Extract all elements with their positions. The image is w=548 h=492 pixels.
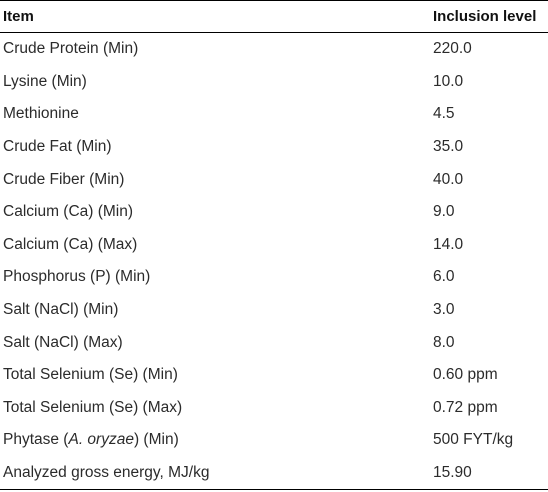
cell-item: Phosphorus (P) (Min) (3, 268, 151, 286)
cell-level: 0.72 ppm (433, 398, 498, 416)
header-item: Item (0, 0, 430, 33)
item-prefix: Phytase ( (3, 431, 69, 449)
cell-item: Total Selenium (Se) (Max) (3, 398, 183, 416)
table-row: Total Selenium (Se) (Min) 0.60 ppm (0, 359, 548, 392)
cell-level: 220.0 (433, 40, 472, 58)
cell-item: Crude Protein (Min) (3, 40, 139, 58)
cell-level: 9.0 (433, 203, 455, 221)
cell-item: Calcium (Ca) (Max) (3, 235, 138, 253)
cell-level: 0.60 ppm (433, 366, 498, 384)
table-row: Salt (NaCl) (Min) 3.0 (0, 294, 548, 327)
table-row: Salt (NaCl) (Max) 8.0 (0, 326, 548, 359)
table-row: Calcium (Ca) (Max) 14.0 (0, 229, 548, 262)
cell-item: Salt (NaCl) (Min) (3, 301, 119, 319)
cell-item: Crude Fat (Min) (3, 138, 112, 156)
table-row: Crude Protein (Min) 220.0 (0, 33, 548, 66)
cell-item: Analyzed gross energy, MJ/kg (0, 456, 430, 491)
table-row: Calcium (Ca) (Min) 9.0 (0, 196, 548, 229)
cell-item: Calcium (Ca) (Min) (3, 203, 134, 221)
table-row: Analyzed gross energy, MJ/kg 15.90 (0, 456, 548, 491)
table-row: Crude Fiber (Min) 40.0 (0, 163, 548, 196)
cell-level: 15.90 (430, 456, 548, 491)
table-row: Phytase (A. oryzae) (Min) 500 FYT/kg (0, 424, 548, 457)
cell-level: 8.0 (433, 333, 455, 351)
table-row: Crude Fat (Min) 35.0 (0, 131, 548, 164)
cell-item: Total Selenium (Se) (Min) (3, 366, 178, 384)
cell-item: Salt (NaCl) (Max) (3, 333, 123, 351)
cell-item: Methionine (3, 105, 79, 123)
cell-item: Lysine (Min) (3, 72, 87, 90)
table-body: Crude Protein (Min) 220.0 Lysine (Min) 1… (0, 33, 548, 491)
cell-level: 40.0 (433, 170, 464, 188)
header-inclusion-level: Inclusion level (430, 0, 548, 33)
cell-item: Crude Fiber (Min) (3, 170, 125, 188)
cell-level: 3.0 (433, 301, 455, 319)
cell-level: 6.0 (433, 268, 455, 286)
cell-level: 500 FYT/kg (433, 431, 514, 449)
cell-item: Phytase (A. oryzae) (Min) (0, 424, 430, 457)
header-row: Item Inclusion level (0, 0, 548, 33)
cell-level: 10.0 (433, 72, 464, 90)
table-row: Lysine (Min) 10.0 (0, 66, 548, 99)
cell-level: 4.5 (433, 105, 455, 123)
cell-level: 14.0 (433, 235, 464, 253)
table-row: Methionine 4.5 (0, 98, 548, 131)
table-header: Item Inclusion level (0, 0, 548, 33)
item-italic-species: A. oryzae (68, 431, 134, 449)
item-suffix: ) (Min) (133, 431, 179, 449)
table-row: Phosphorus (P) (Min) 6.0 (0, 261, 548, 294)
table-row: Total Selenium (Se) (Max) 0.72 ppm (0, 392, 548, 425)
cell-level: 35.0 (433, 138, 464, 156)
